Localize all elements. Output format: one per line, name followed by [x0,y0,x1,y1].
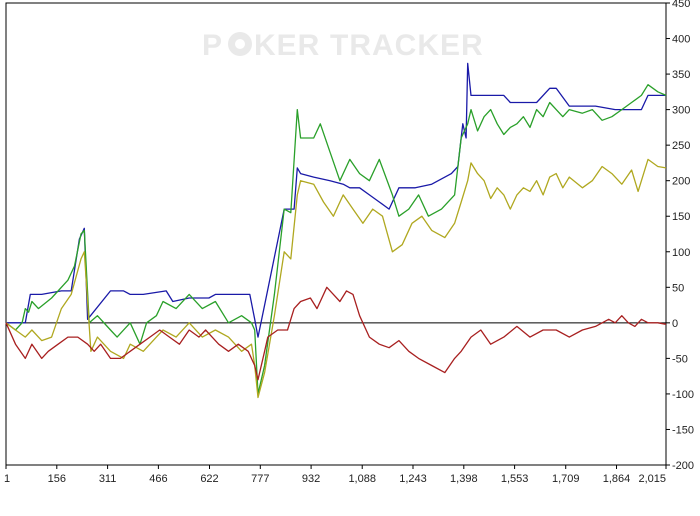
y-tick-label: -50 [672,353,688,365]
watermark-middle: KER [254,29,320,62]
y-tick-label: 250 [672,140,690,152]
y-tick-label: -200 [672,460,694,472]
x-tick-label: 1,864 [603,473,631,485]
x-tick-label: 1,243 [399,473,427,485]
x-tick-label: 777 [251,473,269,485]
watermark-left: P [202,29,223,62]
series-line-3 [5,158,667,399]
x-tick-label: 622 [200,473,218,485]
x-tick-label: 2,015 [638,473,666,485]
y-tick-label: 300 [672,105,690,117]
axis-layer: 450 400 350 300 250 200 150 100 50 0 -50 -100 -150 -2… [4,0,694,485]
x-tick-label: 1 [4,473,10,485]
x-tick-label: 932 [302,473,320,485]
y-tick-label: 0 [672,318,678,330]
x-tick-label: 1,398 [450,473,478,485]
watermark-chip-icon [228,32,252,56]
x-tick-label: 311 [99,473,117,485]
plot-border [5,2,667,466]
y-tick-label: -150 [672,424,694,436]
y-tick-label: 150 [672,211,690,223]
y-tick-label: 450 [672,0,690,10]
y-tick-label: 50 [672,282,684,294]
y-tick-label: 200 [672,176,690,188]
y-tick-label: 400 [672,34,690,46]
series-line-1 [6,62,666,338]
series-layer [5,62,667,399]
watermark-right: TRACKER [330,29,484,62]
x-tick-label: 466 [149,473,167,485]
series-line-2 [5,84,667,395]
x-tick-label: 156 [48,473,66,485]
x-tick-label: 1,088 [348,473,376,485]
x-tick-label: 1,709 [552,473,580,485]
y-tick-label: -100 [672,389,694,401]
x-tick-label: 1,553 [501,473,529,485]
y-tick-label: 100 [672,247,690,259]
series-line-4 [5,286,667,381]
y-tick-label: 350 [672,69,690,81]
plot-frame [5,2,667,466]
